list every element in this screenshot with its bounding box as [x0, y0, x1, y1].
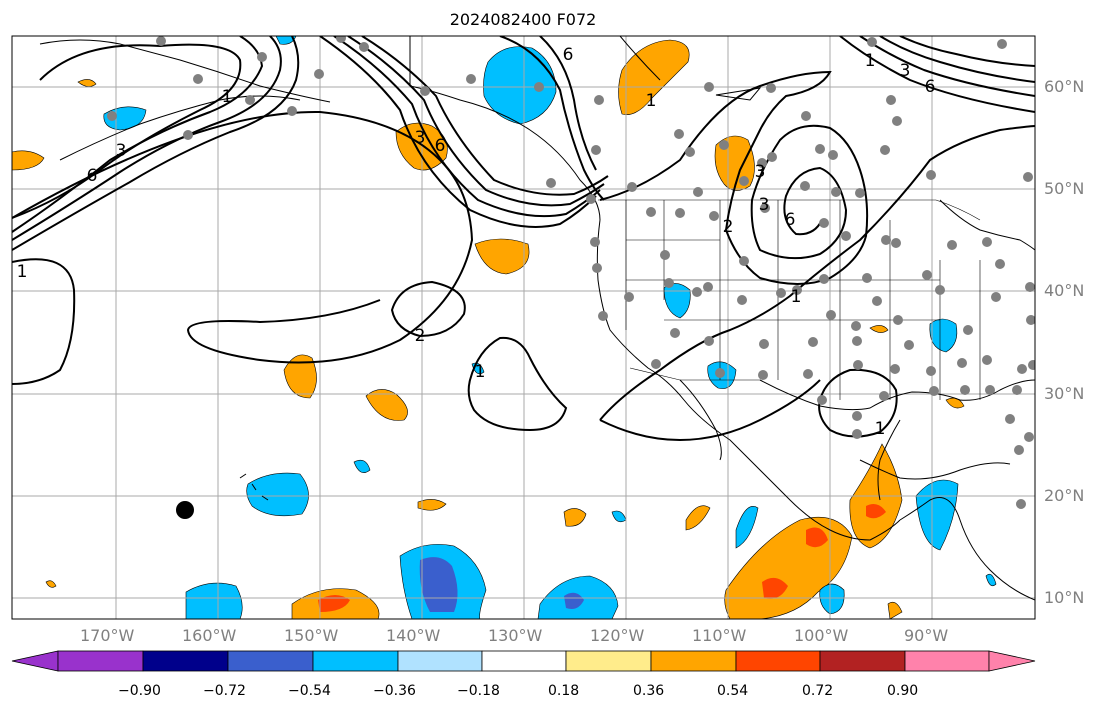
colorbar-tick-label: −0.72 — [203, 683, 246, 699]
contour-label: 3 — [759, 195, 770, 215]
lon-label: 110°W — [692, 626, 747, 645]
lon-label: 150°W — [284, 626, 339, 645]
borders — [598, 199, 981, 400]
contour-label: 6 — [563, 45, 574, 65]
colorbar-tick-label: 0.54 — [717, 683, 749, 699]
contour-label: 6 — [785, 210, 796, 230]
lat-label: 30°N — [1044, 384, 1085, 403]
lon-label: 170°W — [80, 626, 135, 645]
lat-label: 40°N — [1044, 281, 1085, 300]
lon-label: 90°W — [904, 626, 949, 645]
contour-label: 6 — [87, 166, 98, 186]
contour-label: 3 — [900, 61, 911, 81]
colorbar-tick-label: −0.36 — [373, 683, 416, 699]
contour-label: 2 — [723, 217, 734, 237]
lat-label: 20°N — [1044, 486, 1085, 505]
contour-label: 1 — [875, 419, 886, 439]
contour-label: 1 — [865, 51, 876, 71]
map-frame — [11, 35, 1036, 620]
contour-label: 2 — [415, 326, 426, 346]
contour-label: 1 — [791, 287, 802, 307]
colorbar-tick-label: 0.18 — [548, 683, 580, 699]
stations — [107, 36, 1035, 509]
contour-label: 1 — [17, 262, 28, 282]
colorbar-tick-label: 0.72 — [802, 683, 834, 699]
colorbar-tick-label: −0.18 — [457, 683, 500, 699]
contour-label: 3 — [755, 162, 766, 182]
lat-label: 10°N — [1044, 588, 1085, 607]
colorbar-tick-label: 0.36 — [633, 683, 665, 699]
colorbar-tick-label: 0.90 — [887, 683, 919, 699]
map-title: 2024082400 F072 — [449, 10, 597, 29]
lon-label: 160°W — [182, 626, 237, 645]
lat-label: 50°N — [1044, 179, 1085, 198]
lat-label: 60°N — [1044, 77, 1085, 96]
colorbar-tick-label: −0.54 — [288, 683, 331, 699]
contour-label: 1 — [646, 91, 657, 111]
contour-label: 3 — [415, 128, 426, 148]
contour-label: 6 — [435, 136, 446, 156]
contour-label: 1 — [475, 362, 486, 382]
colorbar — [11, 650, 1036, 672]
lon-label: 130°W — [488, 626, 543, 645]
contour-label: 1 — [222, 87, 233, 107]
lon-label: 140°W — [386, 626, 441, 645]
colorbar-tick-label: −0.90 — [118, 683, 161, 699]
contour-label: 3 — [116, 141, 127, 161]
graticule — [12, 36, 1035, 619]
marker-dot — [176, 501, 194, 519]
lon-label: 100°W — [794, 626, 849, 645]
lon-label: 120°W — [590, 626, 645, 645]
coastlines — [39, 36, 1035, 601]
contour-label-group: 6 3 1 1 3 6 1 6 3 2 1 2 1 1 3 6 6 3 1 — [17, 45, 936, 439]
contour-label: 6 — [925, 77, 936, 97]
